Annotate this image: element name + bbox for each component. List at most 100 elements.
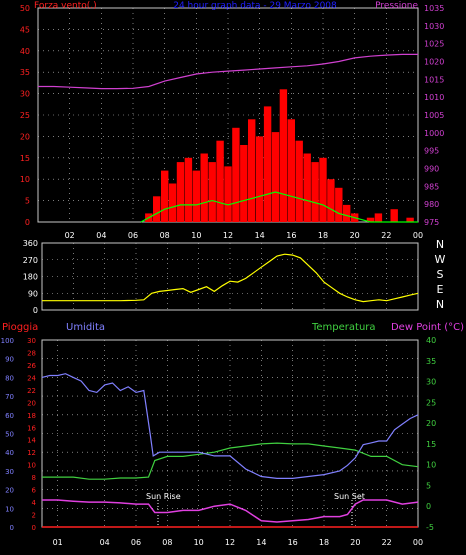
chart1-left-tick: 35: [20, 68, 30, 77]
dewpoint-label: Dew Point (°C): [391, 322, 464, 333]
rain-tick: 14: [27, 437, 36, 445]
chart2-y-tick: 360: [23, 239, 38, 248]
wind-gust-bar: [216, 140, 224, 222]
temperature-tick: 0: [426, 502, 431, 511]
chart1-x-tick: 06: [128, 231, 138, 240]
chart1-right-tick: 995: [424, 147, 439, 156]
chart1-right-tick: 985: [424, 182, 439, 191]
rain-tick: 26: [27, 362, 36, 370]
temperature-tick: 10: [426, 461, 436, 470]
humidity-temperature-chart: Pioggia Umidita Temperatura Dew Point (°…: [1, 322, 464, 547]
chart3-x-tick: 08: [162, 538, 172, 547]
humidity-tick: 10: [5, 505, 14, 513]
chart1-left-tick: 0: [25, 218, 30, 227]
temperature-tick: -5: [426, 523, 434, 532]
humidity-line: [41, 373, 419, 479]
humidity-tick: 20: [5, 487, 14, 495]
wind-gust-bar: [327, 179, 335, 222]
humidity-tick: 40: [5, 449, 14, 457]
wind-gust-bar: [224, 166, 232, 222]
humidity-tick: 50: [5, 431, 14, 439]
chart3-grid: [42, 339, 419, 528]
wind-gust-bar: [366, 217, 375, 222]
rain-tick: 2: [32, 512, 36, 520]
rain-tick: 22: [27, 387, 36, 395]
compass-label: S: [437, 268, 444, 281]
chart1-x-tick: 04: [96, 231, 106, 240]
chart3-x-tick: 16: [288, 538, 298, 547]
wind-gust-bar: [279, 89, 288, 222]
wind-gust-bar: [176, 162, 185, 222]
chart1-left-tick: 10: [20, 175, 30, 184]
rain-tick: 6: [32, 487, 37, 495]
chart3-x-tick: 14: [256, 538, 266, 547]
wind-gust-bar: [248, 119, 256, 222]
wind-gust-bar: [200, 153, 208, 222]
temperature-label: Temperatura: [311, 322, 376, 333]
chart1-right-tick: 1035: [424, 4, 444, 13]
wind-average-line: [140, 191, 418, 223]
chart3-x-tick: 20: [350, 538, 360, 547]
chart3-x-ticks: 01 04 06 08 10 12 14 16 18 20 22 00: [53, 538, 424, 547]
compass-label: N: [436, 238, 444, 251]
chart3-x-tick: 12: [225, 538, 235, 547]
dewpoint-line: [42, 499, 419, 523]
wind-gust-bar: [263, 106, 272, 222]
wind-gust-bar: [168, 183, 177, 222]
rain-tick: 30: [27, 337, 36, 345]
temperature-tick: 30: [426, 378, 436, 387]
chart1-right-tick: 1015: [424, 75, 444, 84]
wind-gust-bars: [145, 89, 414, 222]
humidity-tick: 60: [5, 412, 14, 420]
chart1-x-tick: 14: [255, 231, 265, 240]
rain-tick: 10: [27, 462, 36, 470]
chart1-right-tick: 975: [424, 218, 439, 227]
temperature-ticks: -5 0 5 10 15 20 25 30 35 40: [426, 336, 436, 532]
wind-axis-label: Forza vento(.): [34, 1, 97, 11]
wind-gust-bar: [335, 187, 343, 222]
rain-tick: 0: [32, 524, 36, 532]
chart1-right-tick: 1030: [424, 22, 444, 31]
wind-gust-bar: [390, 209, 398, 222]
chart1-title: 24 hour graph data - 29 Marzo 2008: [173, 1, 337, 11]
chart1-left-tick: 40: [20, 47, 30, 56]
chart3-x-tick: 04: [100, 538, 110, 547]
chart1-right-tick: 990: [424, 165, 439, 174]
compass-label: W: [435, 253, 446, 266]
chart1-left-tick: 5: [25, 197, 30, 206]
temperature-tick: 35: [426, 357, 436, 366]
wind-gust-bar: [287, 119, 295, 222]
rain-tick: 28: [27, 349, 36, 357]
wind-gust-bar: [343, 204, 351, 222]
chart2-y-tick: 0: [33, 306, 38, 315]
chart1-x-tick: 22: [381, 231, 391, 240]
compass-label: N: [436, 298, 444, 311]
wind-gust-bar: [319, 157, 327, 222]
chart1-x-ticks: 02 04 06 08 10 12 14 16 18 20 22 00: [65, 231, 424, 240]
chart1-x-tick: 00: [413, 231, 423, 240]
humidity-ticks: 0 10 20 30 40 50 60 70 80 90 100: [1, 337, 14, 532]
chart1-x-tick: 10: [191, 231, 201, 240]
compass-label: E: [437, 283, 444, 296]
chart1-x-tick: 16: [286, 231, 296, 240]
temperature-tick: 40: [426, 336, 436, 345]
wind-gust-bar: [208, 162, 216, 222]
rain-tick: 4: [32, 499, 37, 507]
chart1-left-tick: 30: [20, 90, 30, 99]
chart3-x-tick: 00: [413, 538, 423, 547]
chart1-right-tick: 980: [424, 200, 439, 209]
chart3-x-tick: 10: [194, 538, 204, 547]
humidity-tick: 0: [10, 524, 14, 532]
humidity-tick: 80: [5, 374, 14, 382]
wind-gust-bar: [192, 170, 200, 222]
wind-gust-bar: [311, 162, 319, 222]
rain-label: Pioggia: [2, 322, 38, 333]
chart1-left-ticks: 0 5 10 15 20 25 30 35 40 45 50: [20, 4, 30, 227]
sunset-label: Sun Set: [334, 492, 365, 501]
chart3-x-tick: 22: [382, 538, 392, 547]
temperature-tick: 20: [426, 419, 436, 428]
wind-gust-bar: [184, 157, 193, 222]
chart2-grid: [42, 242, 419, 311]
